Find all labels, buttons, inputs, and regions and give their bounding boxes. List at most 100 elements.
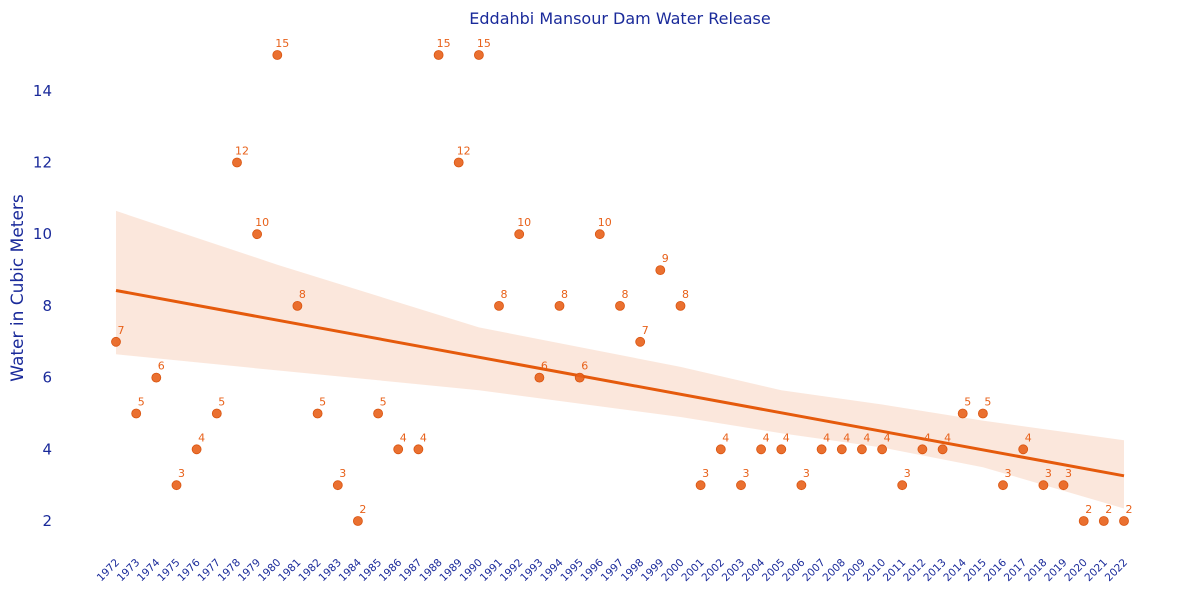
data-point xyxy=(857,444,867,455)
data-label: 3 xyxy=(1005,467,1012,480)
data-point xyxy=(736,480,746,491)
data-point xyxy=(715,444,726,455)
data-label: 2 xyxy=(1105,503,1112,516)
data-label: 4 xyxy=(1025,431,1032,444)
data-point xyxy=(594,229,605,240)
y-tick-label: 12 xyxy=(33,154,52,172)
data-label: 4 xyxy=(924,431,931,444)
y-ticks-layer: 2 4 6 8 10 12 14 xyxy=(33,82,52,530)
data-label: 3 xyxy=(339,467,346,480)
y-tick-label: 6 xyxy=(42,369,52,387)
data-label: 8 xyxy=(622,288,629,301)
confidence-band xyxy=(116,210,1124,509)
chart-title: Eddahbi Mansour Dam Water Release xyxy=(469,9,770,28)
y-axis-label: Water in Cubic Meters xyxy=(8,194,28,382)
data-point xyxy=(1078,516,1089,526)
data-point xyxy=(836,444,847,455)
data-label: 7 xyxy=(642,324,649,337)
data-label: 4 xyxy=(783,431,790,444)
trend-line xyxy=(115,289,1125,478)
data-label: 10 xyxy=(255,216,269,229)
data-point xyxy=(393,444,404,455)
data-label: 3 xyxy=(178,467,185,480)
data-point xyxy=(957,408,968,419)
data-label: 4 xyxy=(400,431,407,444)
data-point xyxy=(433,50,444,60)
data-label: 6 xyxy=(541,360,548,373)
y-tick-label: 8 xyxy=(42,297,52,315)
data-point xyxy=(756,444,766,455)
data-point xyxy=(352,516,363,526)
data-point xyxy=(1098,516,1109,526)
data-point xyxy=(171,480,182,491)
data-label: 8 xyxy=(682,288,689,301)
data-label: 3 xyxy=(904,467,911,480)
data-label: 7 xyxy=(118,324,125,337)
data-point xyxy=(917,444,928,455)
data-label: 4 xyxy=(198,431,205,444)
data-label: 4 xyxy=(944,431,951,444)
data-label: 4 xyxy=(420,431,427,444)
data-label: 8 xyxy=(501,288,508,301)
data-point xyxy=(937,444,948,455)
data-point xyxy=(373,408,384,419)
data-label: 12 xyxy=(457,145,471,158)
data-point xyxy=(534,372,545,383)
data-point xyxy=(1018,444,1029,455)
data-point xyxy=(776,444,787,455)
y-tick-label: 2 xyxy=(42,512,52,530)
data-label: 3 xyxy=(1065,467,1072,480)
data-label: 6 xyxy=(158,360,165,373)
data-point xyxy=(252,229,263,240)
data-point xyxy=(978,408,988,419)
data-point xyxy=(292,300,303,311)
data-point xyxy=(635,336,646,347)
data-label: 5 xyxy=(964,396,971,409)
data-label: 15 xyxy=(275,37,289,50)
x-tick-label: 2022 xyxy=(1103,557,1130,584)
data-label: 3 xyxy=(702,467,709,480)
data-point xyxy=(332,480,343,491)
data-label: 5 xyxy=(319,396,326,409)
data-point xyxy=(1038,480,1049,491)
data-label: 9 xyxy=(662,252,669,265)
y-tick-label: 14 xyxy=(33,82,52,100)
data-label: 10 xyxy=(598,216,612,229)
data-point xyxy=(131,408,142,419)
data-point xyxy=(151,372,162,383)
data-label: 4 xyxy=(763,431,770,444)
data-point xyxy=(232,157,242,168)
data-label: 4 xyxy=(843,431,850,444)
data-point xyxy=(816,444,827,455)
confidence-band-layer xyxy=(116,210,1124,509)
data-label: 2 xyxy=(1126,503,1133,516)
data-point xyxy=(413,444,424,455)
data-point xyxy=(675,300,686,311)
data-point xyxy=(211,408,222,419)
y-tick-label: 4 xyxy=(42,440,52,458)
data-point xyxy=(514,229,525,240)
data-label: 3 xyxy=(803,467,810,480)
data-point xyxy=(998,480,1008,491)
data-point xyxy=(897,480,908,491)
data-label: 5 xyxy=(218,396,225,409)
data-point xyxy=(695,480,706,491)
data-point xyxy=(877,444,887,455)
data-label: 4 xyxy=(823,431,830,444)
data-point xyxy=(796,480,807,491)
data-label: 5 xyxy=(138,396,145,409)
data-label: 10 xyxy=(517,216,531,229)
data-label: 2 xyxy=(359,503,366,516)
data-point xyxy=(615,300,625,311)
data-label: 4 xyxy=(863,431,870,444)
data-points-layer xyxy=(111,50,1129,526)
y-tick-label: 10 xyxy=(33,225,52,243)
trend-line-layer xyxy=(115,289,1125,478)
data-point xyxy=(1058,480,1069,491)
data-label: 12 xyxy=(235,145,249,158)
data-label: 4 xyxy=(722,431,729,444)
data-point xyxy=(272,50,283,60)
data-label: 8 xyxy=(561,288,568,301)
